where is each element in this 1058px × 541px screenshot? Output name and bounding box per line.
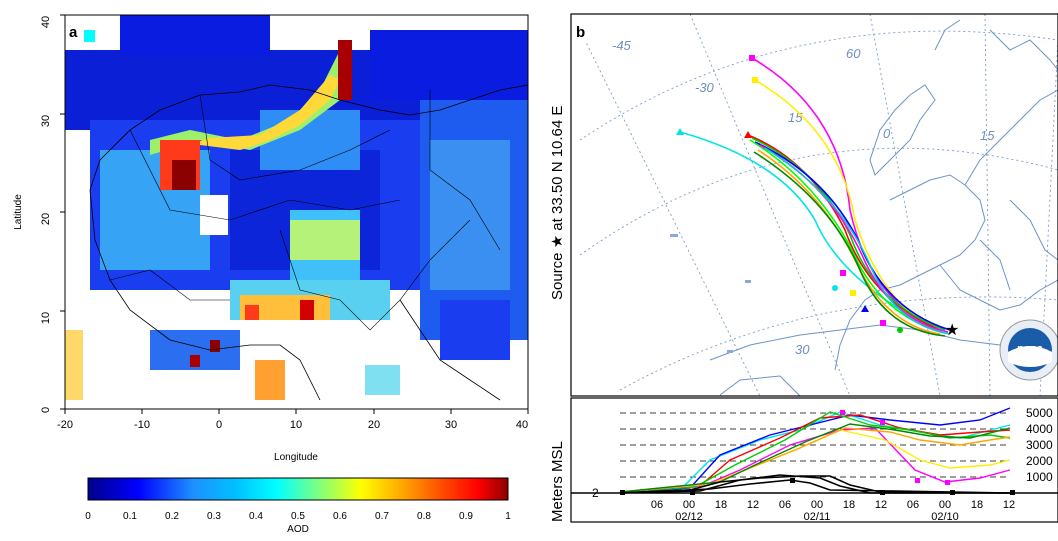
colorbar-tick: 0.1: [123, 511, 137, 522]
time-tick: 18: [843, 499, 855, 511]
height-profile: [571, 398, 1058, 522]
colorbar-tick: 0.9: [459, 511, 473, 522]
colorbar-tick: 0.6: [333, 511, 347, 522]
grid-label: 60: [846, 46, 861, 61]
height-level-label: 5000: [1026, 406, 1053, 420]
x-tick-label: 0: [216, 419, 222, 431]
aod-heatmap: [65, 15, 528, 409]
y-axis-label: Latitude: [13, 194, 24, 230]
colorbar: 0 0.1 0.2 0.3 0.4 0.5 0.6 0.7 0.8 0.9 1 …: [85, 477, 511, 535]
x-tick-label: -20: [57, 419, 73, 431]
colorbar-label: AOD: [287, 524, 309, 535]
date-label: 02/12: [675, 511, 703, 523]
height-level-label: 4000: [1026, 422, 1053, 436]
panel-b-label: b: [576, 24, 585, 41]
time-tick: 00: [811, 499, 823, 511]
y-tick-label: 0: [40, 407, 52, 413]
colorbar-tick: 0.4: [249, 511, 263, 522]
noaa-logo-text: noaa: [1017, 343, 1044, 355]
noaa-logo: noaa: [999, 319, 1058, 381]
aod-map-svg: a 0 10 20 30 40 Latitude -20 -10 0: [13, 14, 529, 535]
height-level-label: 2000: [1026, 454, 1053, 468]
time-tick: 12: [875, 499, 887, 511]
time-tick: 06: [779, 499, 791, 511]
grid-label: 15: [980, 128, 995, 143]
x-tick-label: 20: [368, 419, 380, 431]
map-frame-b: [570, 13, 1058, 397]
x-tick-label: -10: [134, 419, 150, 431]
time-axis: 06 00 18 12 06 00 18 12 06 00 18 12 02/1…: [651, 499, 1015, 523]
x-axis: -20 -10 0 10 20 30 40 Longitude: [57, 409, 529, 463]
time-tick: 06: [907, 499, 919, 511]
panel-a-label: a: [69, 24, 78, 41]
colorbar-tick: 0.8: [417, 511, 431, 522]
height-min-label: 2: [592, 486, 599, 500]
date-label: 02/10: [931, 511, 959, 523]
colorbar-tick: 0: [85, 511, 91, 522]
colorbar-tick: 0.3: [207, 511, 221, 522]
panel-a-aod-map: a 0 10 20 30 40 Latitude -20 -10 0: [13, 14, 529, 535]
trajectory-lines: [679, 57, 951, 337]
grid-label: 0: [883, 126, 891, 141]
time-tick: 18: [971, 499, 983, 511]
height-level-labels: 5000 4000 3000 2000 1000 2: [592, 406, 1053, 500]
grid-label: -45: [612, 38, 632, 53]
height-frame: [570, 397, 1058, 523]
colorbar-tick: 1: [505, 511, 511, 522]
colorbar-tick: 0.5: [291, 511, 305, 522]
trajectory-map: -45 -30 60 15 0 15 30: [571, 14, 1058, 396]
time-tick: 12: [1003, 499, 1015, 511]
time-tick: 06: [651, 499, 663, 511]
grid-label: 15: [788, 110, 803, 125]
time-tick: 12: [747, 499, 759, 511]
panel-b-trajectory-map: Source ★ at 33.50 N 10.64 E Meters MSL: [540, 0, 1058, 536]
time-tick: 00: [683, 499, 695, 511]
source-title: Source ★ at 33.50 N 10.64 E: [549, 106, 566, 300]
time-tick: 00: [939, 499, 951, 511]
colorbar-tick: 0.7: [375, 511, 389, 522]
grid-label: -30: [695, 80, 715, 95]
height-axis-label: Meters MSL: [549, 441, 566, 522]
x-axis-label: Longitude: [274, 452, 318, 463]
colorbar-tick: 0.2: [165, 511, 179, 522]
trajectory-svg: Source ★ at 33.50 N 10.64 E Meters MSL: [549, 13, 1058, 523]
x-tick-label: 40: [516, 419, 528, 431]
height-level-label: 1000: [1026, 470, 1053, 484]
x-tick-label: 30: [445, 419, 457, 431]
x-tick-label: 10: [290, 419, 302, 431]
y-tick-label: 10: [40, 312, 52, 324]
y-tick-label: 30: [40, 115, 52, 127]
y-tick-label: 40: [40, 16, 52, 28]
y-tick-label: 20: [40, 213, 52, 225]
time-tick: 18: [715, 499, 727, 511]
grid-label: 30: [795, 342, 810, 357]
date-label: 02/11: [804, 511, 831, 523]
y-axis: 0 10 20 30 40 Latitude: [13, 14, 65, 413]
source-star-marker: ★: [945, 322, 959, 339]
height-level-label: 3000: [1026, 438, 1053, 452]
trajectory-markers: [676, 55, 903, 333]
